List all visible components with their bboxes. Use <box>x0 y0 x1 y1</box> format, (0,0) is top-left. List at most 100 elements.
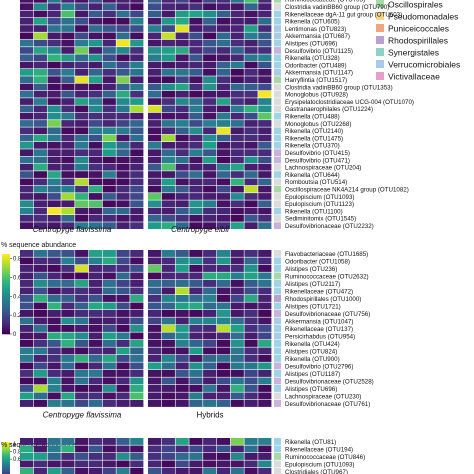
row-label: Desulfovibrionaceae (OTU2528) <box>285 378 374 385</box>
heatmap-cell <box>189 453 203 460</box>
colorbar-step <box>2 298 10 301</box>
row-label: Akkermansia (OTU1147) <box>285 70 353 77</box>
heatmap-cell <box>33 25 47 32</box>
heatmap-cell <box>47 105 61 113</box>
heatmap-cell <box>88 340 103 347</box>
heatmap-cell <box>258 310 272 317</box>
heatmap-cell <box>258 317 272 325</box>
heatmap-cell <box>148 453 162 460</box>
colorbar-step <box>2 468 10 470</box>
heatmap-cell <box>175 340 189 347</box>
heatmap-cell <box>116 215 130 222</box>
heatmap-cell <box>20 142 34 149</box>
heatmap-cell <box>258 438 272 445</box>
heatmap-cell <box>244 171 258 178</box>
heatmap-cell <box>88 377 103 385</box>
heatmap-cell <box>61 61 75 69</box>
heatmap-cell <box>216 54 231 62</box>
heatmap-cell <box>230 468 244 474</box>
legend-label-4: Synergistales <box>388 48 439 58</box>
order-strip-cell <box>274 222 281 229</box>
heatmap-cell <box>230 142 244 149</box>
heatmap-cell <box>230 347 244 355</box>
heatmap-cell <box>75 178 89 186</box>
order-strip-cell <box>274 76 281 83</box>
row-label: Rikenellaceae (OTU194) <box>285 446 353 453</box>
heatmap-cell <box>258 355 272 362</box>
heatmap-cell <box>148 370 162 377</box>
heatmap-cell <box>189 156 203 164</box>
heatmap-cell <box>216 302 231 310</box>
heatmap-cell <box>20 215 34 222</box>
heatmap-cell <box>203 156 217 164</box>
heatmap-cell <box>61 257 75 265</box>
heatmap-cell <box>102 112 116 120</box>
heatmap-cell <box>161 61 175 69</box>
heatmap-cell <box>75 287 89 295</box>
heatmap-cell <box>130 163 144 171</box>
colorbar-tick-label: 0.8 <box>13 450 22 456</box>
heatmap-cell <box>175 54 189 62</box>
heatmap-cell <box>189 302 203 310</box>
heatmap-cell <box>216 222 231 229</box>
heatmap-cell <box>61 222 75 229</box>
heatmap-cell <box>161 127 175 135</box>
legend-label-1: Pseudomonadales <box>388 12 458 22</box>
heatmap-cell <box>61 445 75 453</box>
legend-label-5: Verrucomicrobiales <box>388 60 460 70</box>
heatmap-cell <box>244 32 258 40</box>
heatmap-cell <box>33 445 47 453</box>
heatmap-cell <box>189 0 203 3</box>
colorbar-step <box>2 463 10 465</box>
heatmap-cell <box>148 98 162 105</box>
heatmap-cell <box>88 265 103 272</box>
heatmap-cell <box>244 370 258 377</box>
heatmap-cell <box>161 325 175 332</box>
heatmap-cell <box>258 453 272 460</box>
heatmap-cell <box>216 460 231 468</box>
heatmap-cell <box>175 25 189 32</box>
heatmap-cell <box>20 185 34 193</box>
heatmap-cell <box>230 400 244 407</box>
heatmap-cell <box>258 76 272 83</box>
order-strip-cell <box>274 120 281 127</box>
order-strip-cell <box>274 265 281 272</box>
heatmap-cell <box>161 32 175 40</box>
heatmap-cell <box>47 120 61 127</box>
heatmap-cell <box>216 265 231 272</box>
heatmap-3-left-block <box>20 438 144 474</box>
heatmap-cell <box>175 178 189 186</box>
heatmap-cell <box>47 0 61 3</box>
row-label: Desulfovibrionaceae (OTU756) <box>285 311 370 318</box>
heatmap-cell <box>216 10 231 18</box>
heatmap-cell <box>75 90 89 98</box>
heatmap-cell <box>189 39 203 47</box>
heatmap-cell <box>161 385 175 392</box>
legend-label-2: Puniceicoccales <box>388 24 449 34</box>
colorbar-step <box>2 445 10 447</box>
heatmap-cell <box>148 105 162 113</box>
colorbar-step <box>2 461 10 463</box>
heatmap-cell <box>230 76 244 83</box>
heatmap-cell <box>230 280 244 287</box>
colorbar-step <box>2 326 10 329</box>
heatmap-cell <box>88 127 103 135</box>
heatmap-cell <box>20 134 34 142</box>
heatmap-cell <box>88 453 103 460</box>
heatmap-cell <box>102 47 116 54</box>
row-label: Ruminococcaceae (OTU846) <box>285 454 365 461</box>
heatmap-3-right-block <box>148 438 272 474</box>
row-label: Rikenella (OTU370) <box>285 143 340 150</box>
heatmap-cell <box>88 17 103 25</box>
heatmap-cell <box>216 98 231 105</box>
heatmap-cell <box>175 272 189 280</box>
row-label: Desulfovibrio (OTU415) <box>285 150 350 157</box>
heatmap-cell <box>47 272 61 280</box>
row-label: Rikenellaceae dgA-11 gut group (OTU603) <box>285 11 402 18</box>
heatmap-cell <box>47 185 61 193</box>
heatmap-cell <box>244 377 258 385</box>
heatmap-cell <box>61 325 75 332</box>
heatmap-cell <box>230 0 244 3</box>
heatmap-cell <box>216 112 231 120</box>
heatmap-cell <box>130 193 144 200</box>
